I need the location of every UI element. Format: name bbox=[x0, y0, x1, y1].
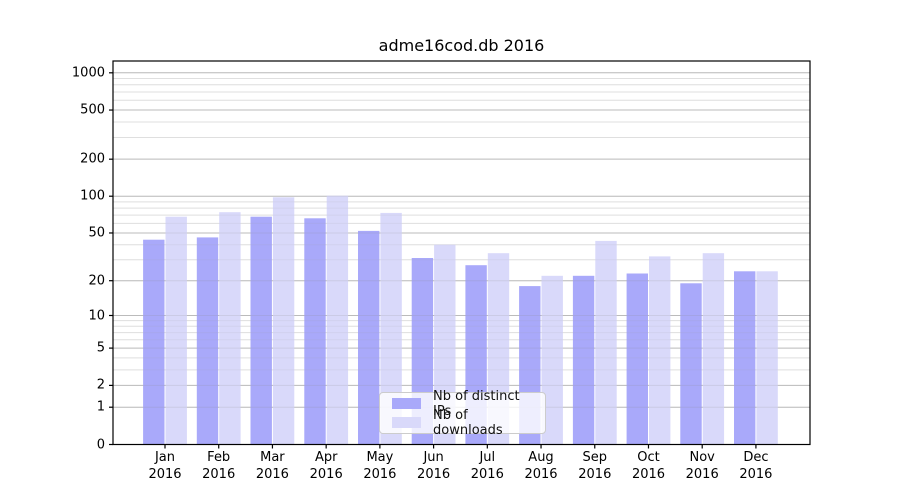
y-tick-label-10: 10 bbox=[88, 308, 105, 323]
x-tick-year: 2016 bbox=[685, 467, 719, 482]
x-tick-month: Feb bbox=[207, 450, 231, 465]
x-tick-year: 2016 bbox=[631, 467, 666, 482]
x-tick-month: Jan bbox=[154, 450, 176, 465]
legend-swatch-distinct-ips bbox=[392, 398, 421, 409]
bar-distinct-ips-oct bbox=[626, 273, 648, 445]
x-tick-label-may: May 2016 bbox=[363, 449, 396, 483]
x-tick-label-jan: Jan 2016 bbox=[148, 449, 181, 483]
x-tick-month: Aug bbox=[528, 450, 554, 465]
legend: Nb of distinct IPs Nb of downloads bbox=[379, 389, 546, 438]
y-tick-label-20: 20 bbox=[88, 273, 105, 289]
x-tick-year: 2016 bbox=[148, 467, 182, 482]
x-tick-month: Apr bbox=[314, 450, 338, 465]
x-tick-month: May bbox=[366, 450, 394, 465]
legend-swatch-downloads bbox=[392, 417, 421, 428]
x-tick-month: Nov bbox=[689, 450, 715, 465]
bar-distinct-ips-sep bbox=[572, 275, 595, 445]
x-tick-label-oct: Oct 2016 bbox=[632, 449, 665, 483]
x-tick-label-nov: Nov 2016 bbox=[686, 449, 719, 483]
x-tick-month: Mar bbox=[260, 450, 285, 465]
x-tick-label-sep: Sep 2016 bbox=[578, 449, 611, 483]
x-tick-month: Oct bbox=[637, 450, 660, 465]
x-tick-label-dec: Dec 2016 bbox=[739, 449, 772, 483]
x-tick-year: 2016 bbox=[578, 467, 612, 482]
x-tick-month: Dec bbox=[743, 450, 769, 465]
bar-downloads-oct bbox=[649, 256, 671, 445]
y-tick-label-5: 5 bbox=[96, 340, 105, 356]
x-tick-year: 2016 bbox=[417, 467, 451, 482]
x-tick-label-feb: Feb 2016 bbox=[202, 449, 235, 483]
y-tick-label-1000: 1000 bbox=[71, 65, 105, 81]
bar-downloads-mar bbox=[272, 197, 295, 445]
x-tick-label-jun: Jun 2016 bbox=[417, 449, 450, 483]
bar-downloads-jan bbox=[165, 216, 187, 445]
y-tick-label-1: 1 bbox=[96, 399, 105, 415]
y-tick-label-200: 200 bbox=[80, 151, 105, 167]
chart-title: adme16cod.db 2016 bbox=[378, 36, 545, 55]
x-tick-year: 2016 bbox=[202, 467, 236, 482]
x-tick-year: 2016 bbox=[363, 467, 397, 482]
bar-distinct-ips-mar bbox=[250, 216, 272, 445]
bar-distinct-ips-may bbox=[358, 230, 380, 445]
bar-downloads-apr bbox=[326, 195, 349, 445]
x-tick-year: 2016 bbox=[255, 467, 289, 482]
bar-downloads-aug bbox=[541, 275, 563, 445]
x-tick-year: 2016 bbox=[739, 467, 773, 482]
y-tick-label-100: 100 bbox=[80, 188, 105, 204]
y-tick-label-50: 50 bbox=[88, 225, 105, 241]
legend-item-distinct-ips: Nb of distinct IPs bbox=[388, 389, 537, 419]
legend-item-downloads: Nb of downloads bbox=[388, 408, 537, 438]
bar-downloads-nov bbox=[702, 253, 725, 445]
bar-distinct-ips-dec bbox=[734, 271, 756, 445]
bar-distinct-ips-apr bbox=[304, 218, 326, 445]
x-tick-year: 2016 bbox=[470, 467, 504, 482]
bar-distinct-ips-nov bbox=[680, 283, 702, 445]
bar-downloads-feb bbox=[219, 212, 241, 445]
x-tick-month: Jun bbox=[423, 450, 444, 465]
x-tick-label-jul: Jul 2016 bbox=[471, 449, 504, 483]
y-tick-label-0: 0 bbox=[96, 437, 105, 452]
x-tick-label-mar: Mar 2016 bbox=[256, 449, 289, 483]
plot-border bbox=[112, 60, 811, 446]
x-tick-year: 2016 bbox=[524, 467, 558, 482]
y-tick-label-500: 500 bbox=[80, 102, 105, 118]
legend-label-downloads: Nb of downloads bbox=[433, 407, 503, 438]
bar-distinct-ips-feb bbox=[196, 237, 219, 445]
bar-downloads-sep bbox=[595, 240, 617, 445]
legend-label-distinct-ips: Nb of distinct IPs bbox=[433, 388, 520, 419]
x-tick-label-aug: Aug 2016 bbox=[524, 449, 557, 483]
bar-downloads-dec bbox=[756, 271, 778, 445]
bar-distinct-ips-jan bbox=[143, 239, 165, 445]
x-tick-year: 2016 bbox=[309, 467, 343, 482]
x-tick-label-apr: Apr 2016 bbox=[310, 449, 343, 483]
bar-downloads-may bbox=[380, 212, 402, 445]
x-tick-month: Jul bbox=[479, 450, 496, 465]
y-tick-label-2: 2 bbox=[96, 377, 105, 393]
x-tick-month: Sep bbox=[582, 450, 608, 465]
